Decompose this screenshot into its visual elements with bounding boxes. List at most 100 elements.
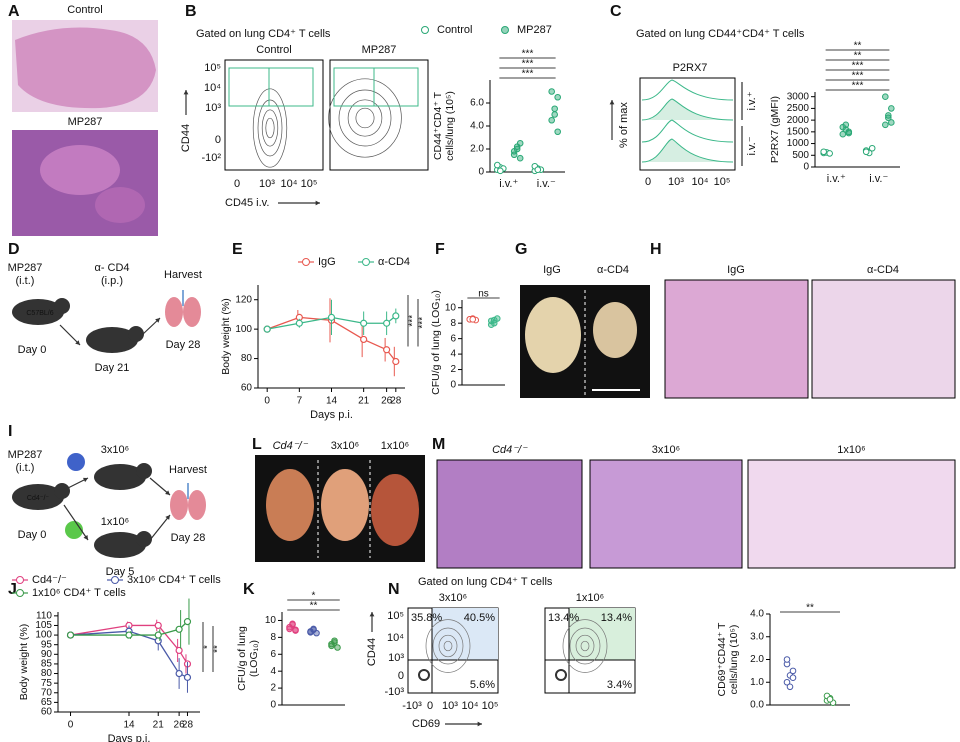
- significance: **: [310, 601, 318, 612]
- y-tick-label: 85: [41, 659, 53, 670]
- legend-marker: [16, 589, 24, 597]
- legend-label: 1x10⁶ CD4⁺ T cells: [32, 587, 126, 599]
- y-tick-label: 2: [450, 364, 456, 375]
- arrow-head: [477, 721, 482, 727]
- significance: ***: [408, 315, 419, 327]
- label: 35.8%: [411, 612, 442, 624]
- data-point: [516, 154, 524, 162]
- histogram-frame: [639, 77, 736, 171]
- label: CD44: [366, 638, 378, 666]
- label: Day 0: [18, 529, 47, 541]
- y-tick-label: 1500: [787, 126, 810, 137]
- data-point: [845, 129, 853, 137]
- x-tick-label: i.v.⁻: [869, 173, 888, 185]
- y-axis-label: CD69⁺CD44⁺ T: [716, 622, 728, 697]
- contour: [347, 99, 383, 137]
- panel-letter: E: [232, 241, 243, 258]
- label: Cd4⁻/⁻: [27, 495, 49, 502]
- x-tick-label: 7: [297, 396, 303, 407]
- data-point: [289, 620, 296, 628]
- contour: [338, 89, 392, 147]
- data-point: [175, 669, 183, 678]
- histology-image: [436, 459, 583, 569]
- x-tick-label: 21: [358, 396, 370, 407]
- label: P2RX7: [673, 62, 708, 74]
- y-tick-label: 2.0: [750, 654, 764, 665]
- histogram-curve: [641, 138, 734, 163]
- flow-tick: 10⁵: [482, 700, 499, 712]
- x-axis-label: Days p.i.: [310, 409, 353, 421]
- y-tick-label: 110: [36, 610, 52, 621]
- legend-label: Cd4⁻/⁻: [32, 574, 67, 586]
- significance: **: [213, 645, 224, 653]
- y-tick-label: 8: [450, 318, 456, 329]
- label: 40.5%: [464, 612, 495, 624]
- arrow: [63, 477, 89, 491]
- significance: **: [806, 603, 814, 614]
- flow-tick: 10⁵: [714, 176, 731, 188]
- label: MP287: [68, 116, 103, 128]
- y-tick-label: 120: [235, 294, 252, 305]
- data-point: [510, 148, 518, 155]
- y-tick-label: 4.0: [470, 121, 484, 132]
- significance: *: [203, 645, 214, 649]
- label: 3x10⁶: [331, 440, 359, 452]
- data-point: [175, 646, 183, 655]
- significance: **: [854, 51, 862, 62]
- y-tick-label: 10: [265, 615, 277, 626]
- histology-image: [589, 459, 743, 569]
- data-point: [862, 148, 870, 156]
- y-tick-label: 2.0: [470, 144, 484, 155]
- y-tick-label: 6: [450, 333, 456, 344]
- contour: [257, 99, 283, 157]
- flow-tick: -10²: [201, 152, 221, 164]
- y-tick-label: 2: [270, 683, 276, 694]
- flow-tick: 0: [215, 134, 221, 146]
- significance: ***: [522, 59, 534, 70]
- lung-photo: [525, 297, 581, 373]
- data-point: [839, 130, 847, 138]
- arrow-head: [369, 612, 375, 617]
- arrow-head: [165, 515, 170, 520]
- panel-letter: L: [252, 436, 262, 453]
- legend-marker: [16, 576, 24, 584]
- histology-image: [747, 459, 956, 569]
- label: Gated on lung CD4⁺ T cells: [418, 576, 553, 588]
- gate: [268, 67, 314, 107]
- arrow: [149, 514, 171, 541]
- lung: [165, 297, 183, 327]
- y-tick-label: 4.0: [750, 609, 764, 620]
- label: Cd4⁻/⁻: [492, 444, 528, 456]
- label: 5.6%: [470, 679, 495, 691]
- legend-marker: [421, 26, 429, 34]
- lesion: [40, 145, 120, 195]
- flow-tick: 10⁵: [204, 62, 221, 74]
- y-tick-label: 2500: [787, 103, 810, 114]
- label: (i.p.): [101, 275, 123, 287]
- label: Day 28: [171, 532, 206, 544]
- label: 1x10⁶: [381, 440, 409, 452]
- label: MP287: [362, 44, 397, 56]
- contour: [555, 669, 567, 681]
- data-point: [469, 316, 477, 323]
- histogram-curve: [641, 119, 734, 143]
- flow-tick: 10³: [442, 700, 458, 712]
- legend-label: Control: [437, 24, 472, 36]
- data-point: [487, 321, 495, 329]
- data-point: [360, 319, 368, 327]
- data-point: [554, 93, 561, 101]
- label: Day 0: [18, 344, 47, 356]
- flow-tick: 0: [427, 700, 433, 712]
- data-point: [826, 150, 833, 157]
- data-point: [783, 656, 791, 663]
- x-tick-label: i.v.⁺: [499, 178, 518, 190]
- data-point: [882, 93, 889, 100]
- x-axis-label: Days p.i.: [108, 733, 151, 742]
- cells: [67, 453, 85, 471]
- arrow-head: [315, 200, 320, 206]
- y-tick-label: 3.0: [750, 631, 764, 642]
- label: 3x10⁶: [652, 444, 680, 456]
- label: i.v.⁻: [746, 136, 758, 155]
- data-point: [154, 637, 162, 645]
- flow-plot: [329, 59, 429, 171]
